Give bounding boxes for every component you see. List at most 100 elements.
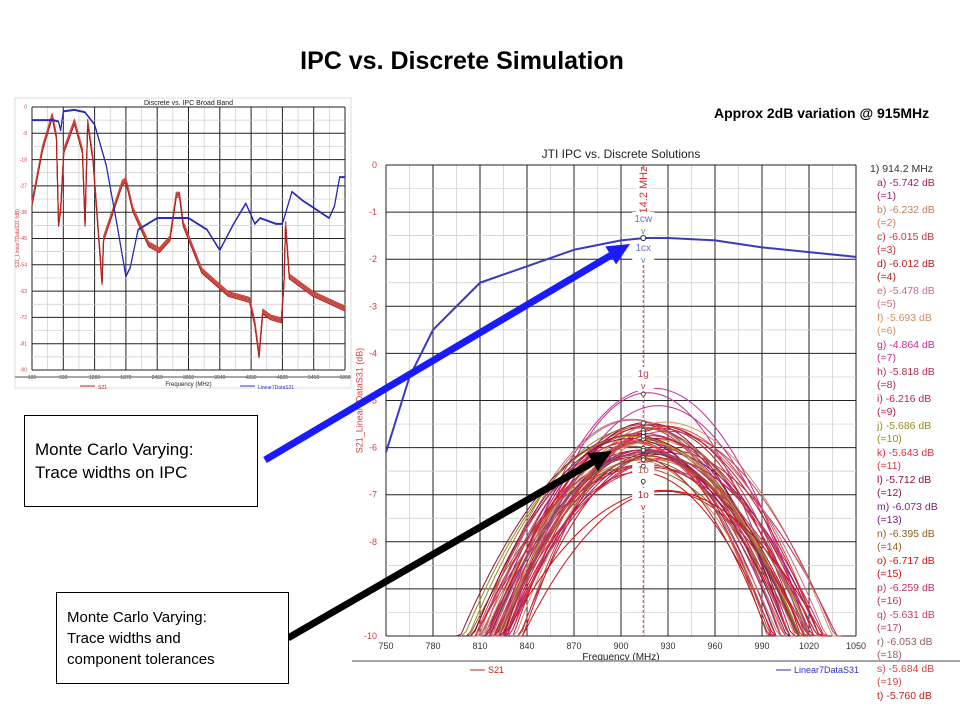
x-tick-label: 780 — [425, 641, 440, 651]
marker-tag-bg — [632, 463, 655, 487]
marker-frequency-label: 914.2 MHz — [638, 166, 650, 219]
x-tick-label: 3050 — [183, 375, 194, 381]
callout-line: Monte Carlo Varying: — [67, 608, 207, 626]
readout-value: p) -6.259 dB — [877, 581, 935, 594]
variation-note: Approx 2dB variation @ 915MHz — [714, 105, 930, 121]
s21-trace — [484, 424, 824, 637]
chart-frame — [14, 97, 352, 389]
marker-point — [640, 457, 646, 463]
s21-trace — [494, 456, 805, 637]
readout-value: t) -5.760 dB — [877, 689, 932, 702]
callout-line: Trace widths and — [67, 629, 181, 647]
marker-point — [640, 463, 646, 469]
readout-value: l) -5.712 dB — [877, 473, 932, 486]
marker-tag-bg — [632, 241, 655, 265]
marker-tag-bg — [632, 367, 655, 391]
marker-point — [640, 420, 646, 426]
callout-line: Trace widths on IPC — [35, 463, 188, 482]
callout-discrete: Monte Carlo Varying: Trace widths and co… — [56, 592, 289, 684]
readout-index: (=4) — [877, 271, 896, 283]
linear-trace — [32, 109, 345, 278]
x-tick-label: 690 — [59, 375, 68, 381]
readout-index: (=9) — [877, 406, 896, 418]
chart-title: JTI IPC vs. Discrete Solutions — [542, 147, 701, 161]
arrows — [263, 244, 630, 642]
legend-label-s21: S21 — [488, 665, 504, 675]
marker-tag-arrow: v — [641, 255, 646, 265]
x-axis-label: Frequency (MHz) — [165, 382, 211, 388]
marker-tag-arrow: v — [641, 226, 646, 236]
x-tick-label: 1020 — [799, 641, 819, 651]
readout-value: e) -5.478 dB — [877, 284, 935, 297]
y-tick-label: -9 — [23, 131, 28, 137]
x-tick-label: 100 — [28, 375, 37, 381]
y-tick-label: -90 — [20, 368, 27, 374]
readout-index: (=12) — [877, 487, 902, 499]
marker-point — [640, 433, 646, 439]
broadband-chart: 100 690 1280 1870 2460 3050 3640 4230 4820 5410 60… — [14, 97, 352, 391]
marker-point — [640, 391, 646, 397]
marker-tag: 1cx — [635, 243, 651, 254]
y-tick-label: -7 — [369, 490, 377, 500]
s21-trace — [489, 449, 842, 637]
y-tick-label: -72 — [20, 315, 27, 321]
legend-label-linear: Linear7DataS31 — [794, 665, 859, 675]
readout-index: (=5) — [877, 298, 896, 310]
marker-tag: 1cw — [634, 214, 653, 225]
readout-index: (=18) — [877, 649, 902, 661]
slide-title: IPC vs. Discrete Simulation — [300, 47, 624, 75]
readout-index: (=3) — [877, 244, 896, 256]
x-tick-label: 5410 — [308, 375, 319, 381]
blue-arrow-head — [605, 244, 630, 265]
readout-value: d) -6.012 dB — [877, 257, 935, 270]
marker-tag-bg — [632, 488, 655, 512]
y-tick-label: -36 — [20, 210, 27, 216]
narrowband-chart: 750 780 810 840 870 900 930 960 990 1020 1050 0 -1 -2… — [352, 147, 960, 675]
readout-value: b) -6.232 dB — [877, 203, 935, 216]
readout-value: r) -6.053 dB — [877, 635, 933, 648]
y-tick-label: -45 — [20, 236, 27, 242]
y-tick-label: -1 — [369, 207, 377, 217]
y-tick-label: -5 — [369, 396, 377, 406]
readout-value: a) -5.742 dB — [877, 176, 935, 189]
readout-header: 1) 914.2 MHz — [870, 163, 934, 175]
readout-index: (=15) — [877, 568, 902, 580]
y-tick-label: -54 — [20, 262, 27, 268]
readout-value: g) -4.864 dB — [877, 338, 935, 351]
readout-index: (=10) — [877, 433, 902, 445]
s21-trace — [498, 459, 829, 637]
marker-readout-legend: 1) 914.2 MHz a) -5.742 dB (=1) b) -6.232 dB… — [862, 163, 960, 703]
y-axis-label: S21_Linear7DataS31 (dB) — [15, 209, 21, 268]
readout-index: (=1) — [877, 190, 896, 202]
y-tick-label: -18 — [20, 157, 27, 163]
blue-arrow-shaft — [263, 252, 613, 464]
y-tick-label: -8 — [369, 537, 377, 547]
readout-index: (=19) — [877, 676, 902, 688]
linear-trace — [385, 237, 857, 453]
marker-label-bg — [636, 168, 651, 218]
x-tick-label: 810 — [472, 641, 487, 651]
x-tick-label: 1280 — [89, 375, 100, 381]
readout-value: h) -5.818 dB — [877, 365, 935, 378]
x-tick-label: 840 — [519, 641, 534, 651]
readout-index: (=7) — [877, 352, 896, 364]
legend-label-s21: S21 — [98, 385, 107, 391]
readout-index: (=16) — [877, 595, 902, 607]
readout-value: f) -5.693 dB — [877, 311, 932, 324]
readout-value: i) -6.216 dB — [877, 392, 932, 405]
x-tick-label: 3640 — [214, 375, 225, 381]
marker-tag: 1b — [638, 465, 650, 476]
callout-ipc: Monte Carlo Varying: Trace widths on IPC — [24, 415, 258, 507]
marker-point — [640, 447, 646, 453]
s21-trace — [484, 451, 814, 637]
marker-tag: 1o — [638, 490, 650, 501]
y-tick-label: -3 — [369, 301, 377, 311]
x-tick-label: 960 — [707, 641, 722, 651]
y-tick-label: -2 — [369, 254, 377, 264]
readout-index: (=2) — [877, 217, 896, 229]
marker-tag-arrow: v — [641, 502, 646, 512]
s21-trace — [498, 489, 828, 637]
black-arrow-head — [587, 451, 612, 472]
chart-title: Discrete vs. IPC Broad Band — [144, 100, 233, 107]
